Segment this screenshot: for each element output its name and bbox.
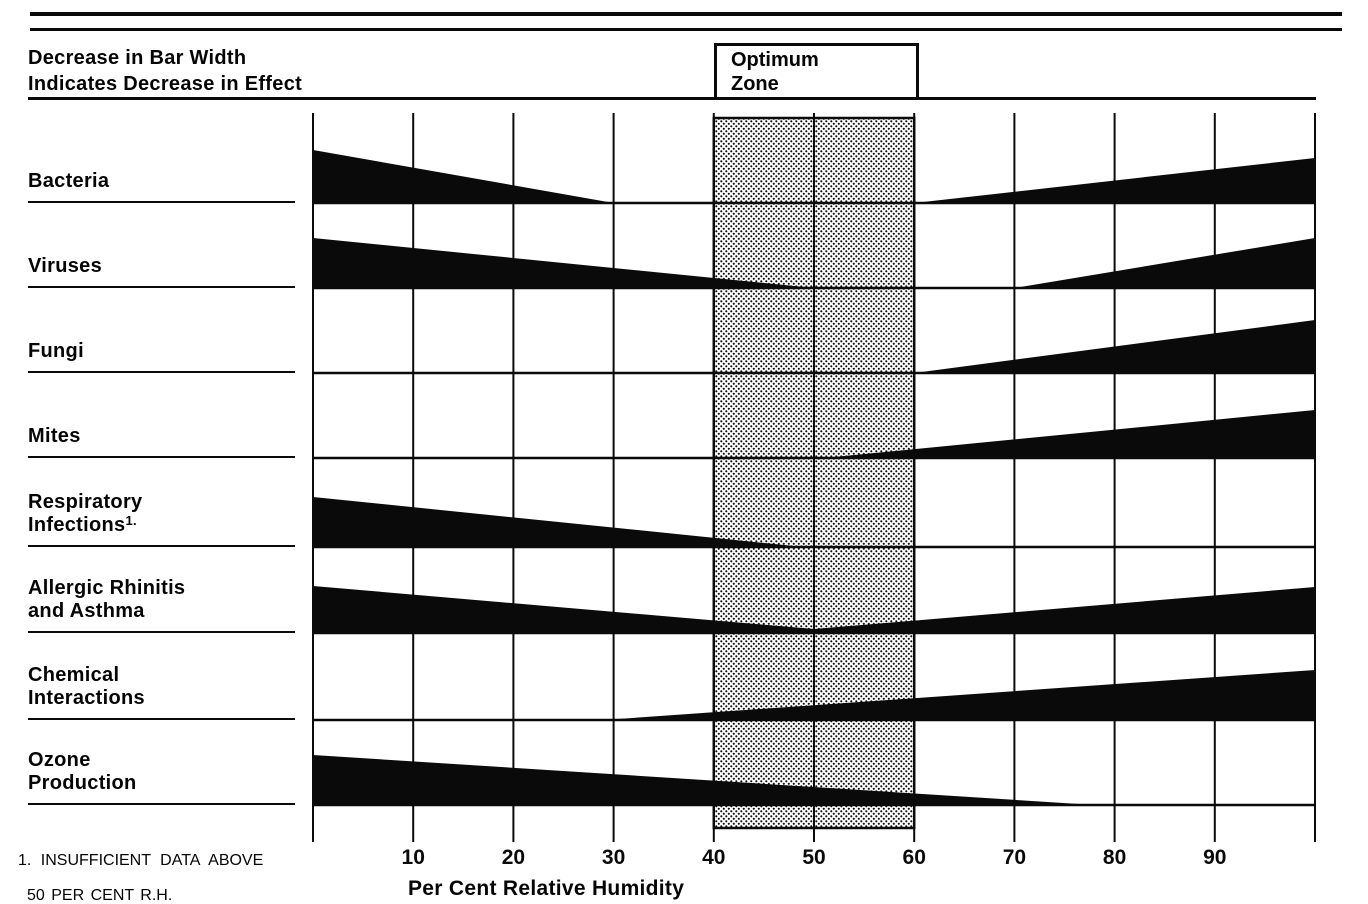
x-axis-title: Per Cent Relative Humidity xyxy=(408,877,685,900)
row-label-fungi: Fungi xyxy=(28,340,295,373)
row-label-chemical-interactions: Chemical Interactions xyxy=(28,664,295,720)
wedge-ozone-production xyxy=(313,755,1095,805)
chart-title: Decrease in Bar Width Indicates Decrease… xyxy=(28,45,302,97)
optimum-zone-label-box: Optimum Zone xyxy=(714,43,919,100)
wedge-fungi xyxy=(914,320,1315,373)
footnote-line2: 50 PER CENT R.H. xyxy=(27,887,173,904)
x-tick-label: 10 xyxy=(402,846,425,869)
x-tick-label: 60 xyxy=(903,846,926,869)
footnote-line1: 1. INSUFFICIENT DATA ABOVE xyxy=(18,852,264,869)
x-tick-label: 90 xyxy=(1203,846,1226,869)
top-rule-1 xyxy=(30,12,1342,16)
wedge-respiratory-infections xyxy=(313,497,804,547)
header-rule xyxy=(28,97,1316,100)
optimum-zone-label-line2: Zone xyxy=(731,73,779,95)
x-tick-label: 40 xyxy=(702,846,725,869)
x-tick-label: 50 xyxy=(802,846,825,869)
wedge-viruses xyxy=(313,238,814,288)
chart-title-line1: Decrease in Bar Width xyxy=(28,47,247,69)
wedge-mites xyxy=(824,410,1315,458)
footnote-marker: 1. xyxy=(125,513,137,528)
optimum-zone-border xyxy=(712,116,916,830)
optimum-zone-label-line1: Optimum xyxy=(731,49,819,71)
row-label-allergic-rhinitis: Allergic Rhinitis and Asthma xyxy=(28,577,295,633)
chart-title-line2: Indicates Decrease in Effect xyxy=(28,73,303,95)
x-tick-label: 30 xyxy=(602,846,625,869)
x-tick-label: 80 xyxy=(1103,846,1126,869)
top-rule-2 xyxy=(30,28,1342,31)
wedge-bacteria xyxy=(914,158,1315,203)
x-tick-label: 20 xyxy=(502,846,525,869)
wedge-allergic-rhinitis-asthma xyxy=(313,586,1315,633)
row-label-viruses: Viruses xyxy=(28,255,295,288)
x-tick-label: 70 xyxy=(1003,846,1026,869)
row-label-ozone-production: Ozone Production xyxy=(28,749,295,805)
row-label-bacteria: Bacteria xyxy=(28,170,295,203)
row-label-respiratory-infections: Respiratory Infections1. xyxy=(28,491,295,547)
wedge-bacteria xyxy=(313,150,614,203)
wedge-viruses xyxy=(1014,238,1315,288)
row-label-mites: Mites xyxy=(28,425,295,458)
wedge-chemical-interactions xyxy=(603,670,1315,720)
